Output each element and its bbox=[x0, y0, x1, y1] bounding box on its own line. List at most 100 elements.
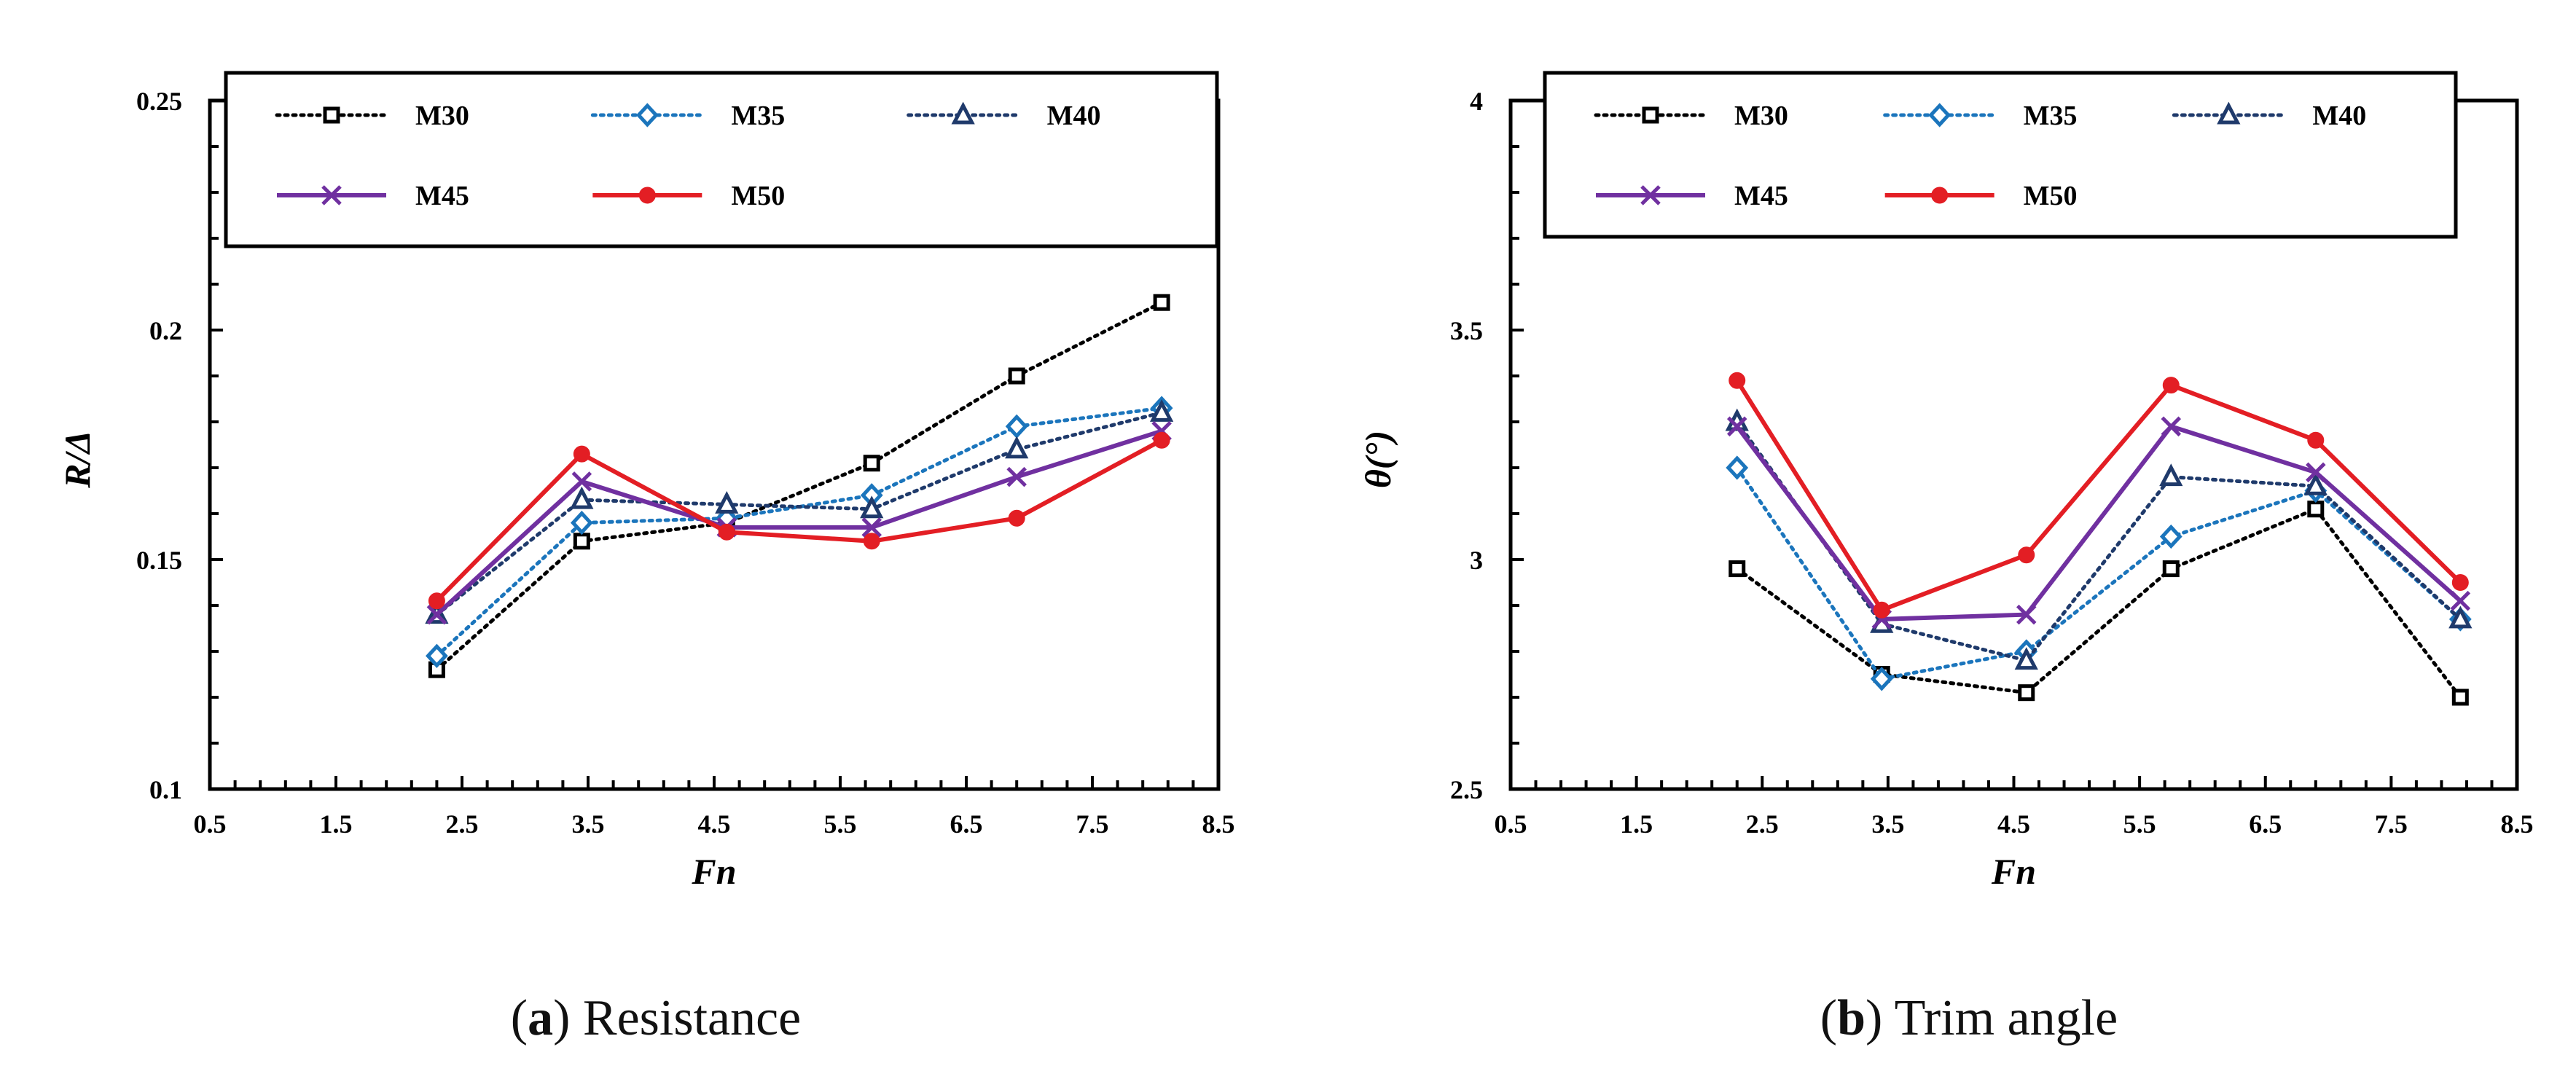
legend-marker-m30 bbox=[323, 106, 340, 124]
chart-trim-angle: 2.5 3 3.5 4 0.5 1.5 2.5 3.5 4.5 5.5 6.5 7.5 8.5 M30… bbox=[1358, 71, 2534, 1046]
point-m40 bbox=[2014, 647, 2038, 670]
point-m50 bbox=[2451, 574, 2469, 591]
x-axis-title: Fn bbox=[691, 851, 736, 892]
legend-label-m30: M30 bbox=[415, 101, 469, 131]
series-line-m45 bbox=[435, 428, 1163, 616]
point-m50 bbox=[1153, 431, 1170, 449]
legend-label-m50: M50 bbox=[2024, 181, 2078, 211]
panel-label: a bbox=[528, 990, 553, 1046]
series-line-m30 bbox=[434, 300, 1164, 672]
point-m40 bbox=[2159, 463, 2183, 487]
x-tick-label: 4.5 bbox=[1997, 809, 2030, 839]
point-m45 bbox=[1726, 416, 1747, 437]
legend-label-m40: M40 bbox=[2312, 101, 2366, 131]
x-tick-label: 3.5 bbox=[1871, 809, 1904, 839]
point-m50 bbox=[428, 592, 445, 610]
point-m35 bbox=[2159, 524, 2182, 549]
x-tick-label: 2.5 bbox=[446, 809, 479, 839]
y-tick-label: 2.5 bbox=[1450, 775, 1483, 804]
point-m50 bbox=[863, 533, 880, 550]
series-line-m30 bbox=[1735, 506, 2462, 699]
point-m50 bbox=[1008, 509, 1025, 527]
point-m50 bbox=[718, 523, 735, 541]
panel-label: b bbox=[1837, 990, 1866, 1046]
legend: M30 M35 M40 M45 M50 bbox=[1543, 71, 2458, 239]
point-m45 bbox=[2450, 590, 2471, 611]
x-tick-label: 2.5 bbox=[1746, 809, 1779, 839]
caption-text: Trim angle bbox=[1895, 990, 2118, 1046]
point-m50 bbox=[573, 445, 590, 463]
y-tick-label: 0.2 bbox=[149, 316, 182, 345]
point-m40 bbox=[860, 495, 884, 519]
point-m40 bbox=[2448, 605, 2473, 629]
legend-marker-m35 bbox=[635, 103, 659, 128]
point-m45 bbox=[571, 471, 592, 492]
point-m35 bbox=[570, 510, 593, 536]
legend-label-m35: M35 bbox=[2024, 101, 2078, 131]
legend-marker-m40 bbox=[2217, 101, 2241, 125]
point-m45 bbox=[2016, 604, 2037, 625]
point-m30 bbox=[2162, 560, 2180, 578]
x-tick-label: 8.5 bbox=[2501, 809, 2534, 839]
point-m50 bbox=[1873, 601, 1890, 619]
point-m35 bbox=[1726, 455, 1749, 480]
x-tick-label: 3.5 bbox=[572, 809, 605, 839]
point-m40 bbox=[1150, 399, 1174, 422]
legend-box bbox=[224, 71, 1219, 248]
point-m45 bbox=[1006, 466, 1027, 487]
series-line-m40 bbox=[434, 410, 1164, 617]
point-m50 bbox=[2018, 546, 2035, 564]
y-axis-title: θ(°) bbox=[1358, 431, 1398, 488]
y-tick-label: 3.5 bbox=[1450, 316, 1483, 345]
legend-marker-m50 bbox=[638, 187, 656, 204]
point-m35 bbox=[1870, 667, 1893, 691]
chart-resistance: 0.1 0.15 0.2 0.25 0.5 1.5 2.5 3.5 4.5 5.5 6.5 7.5 8… bbox=[57, 71, 1235, 1046]
point-m45 bbox=[861, 517, 882, 538]
point-m35 bbox=[425, 643, 448, 668]
y-tick-label: 0.25 bbox=[136, 87, 182, 116]
point-m30 bbox=[1153, 294, 1170, 311]
legend-marker-m40 bbox=[951, 101, 975, 125]
x-tick-label: 8.5 bbox=[1202, 809, 1235, 839]
legend-label-m35: M35 bbox=[731, 101, 785, 131]
point-m30 bbox=[863, 455, 880, 472]
y-tick-label: 0.15 bbox=[136, 546, 182, 575]
point-m40 bbox=[715, 490, 739, 514]
point-m30 bbox=[2307, 501, 2325, 518]
point-m30 bbox=[1729, 560, 1746, 578]
point-m30 bbox=[2451, 688, 2469, 706]
y-tick-label: 0.1 bbox=[149, 775, 182, 804]
legend-label-m45: M45 bbox=[1734, 181, 1788, 211]
x-tick-label: 7.5 bbox=[1076, 809, 1109, 839]
point-m40 bbox=[2303, 472, 2328, 495]
legend: M30 M35 M40 M45 M50 bbox=[224, 71, 1219, 248]
point-m30 bbox=[1008, 367, 1025, 385]
x-tick-label: 0.5 bbox=[194, 809, 227, 839]
y-tick-label: 4 bbox=[1470, 87, 1483, 116]
legend-marker-m30 bbox=[1642, 106, 1659, 124]
x-tick-label: 1.5 bbox=[1620, 809, 1653, 839]
y-axis-title: R/Δ bbox=[57, 431, 98, 489]
x-tick-label: 6.5 bbox=[950, 809, 983, 839]
legend-label-m40: M40 bbox=[1047, 101, 1101, 131]
panel-caption: (a) Resistance bbox=[511, 990, 801, 1046]
x-tick-label: 6.5 bbox=[2249, 809, 2282, 839]
caption-text: Resistance bbox=[583, 990, 801, 1046]
legend-label-m50: M50 bbox=[731, 181, 785, 211]
point-m30 bbox=[573, 533, 590, 550]
legend-marker-m45 bbox=[321, 185, 342, 205]
point-m45 bbox=[2161, 416, 2182, 437]
panel-caption: (b) Trim angle bbox=[1820, 990, 2118, 1046]
point-m35 bbox=[1005, 414, 1028, 439]
x-tick-label: 1.5 bbox=[320, 809, 353, 839]
point-m50 bbox=[2162, 377, 2180, 394]
series-line-m50 bbox=[435, 438, 1163, 603]
point-m45 bbox=[426, 604, 447, 625]
series-line-m35 bbox=[1735, 466, 2462, 681]
x-axis-title: Fn bbox=[1991, 851, 2036, 892]
legend-marker-m45 bbox=[1640, 185, 1661, 205]
legend-label-m30: M30 bbox=[1734, 101, 1788, 131]
point-m50 bbox=[1729, 372, 1746, 389]
point-m40 bbox=[1005, 436, 1029, 459]
